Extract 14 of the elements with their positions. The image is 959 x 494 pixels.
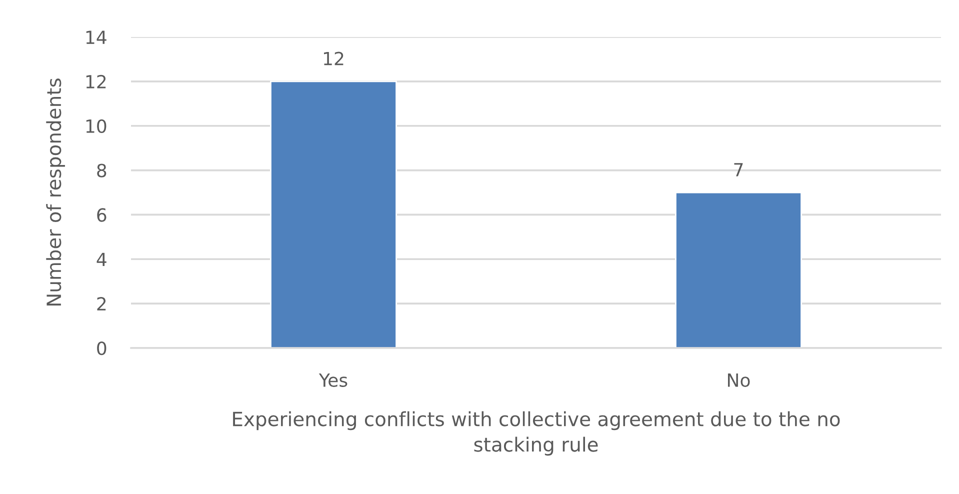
y-tick-label: 4 (96, 252, 106, 266)
y-tick-label: 14 (86, 30, 106, 44)
x-axis-title: Experiencing conflicts with collective agreement due to the no stacking rule (233, 411, 840, 456)
y-tick-label: 12 (86, 74, 106, 88)
y-tick-label: 10 (86, 119, 106, 133)
x-tick-label: No (728, 374, 750, 387)
y-tick-label: 8 (97, 164, 106, 178)
y-tick-label: 0 (97, 341, 106, 356)
y-tick-label: 6 (97, 208, 106, 222)
data-label: 7 (734, 163, 743, 176)
data-label: 12 (324, 52, 344, 66)
x-tick-label: Yes (318, 374, 348, 387)
y-axis-title: Number of respondents (46, 78, 65, 306)
y-tick-label: 2 (97, 297, 106, 310)
